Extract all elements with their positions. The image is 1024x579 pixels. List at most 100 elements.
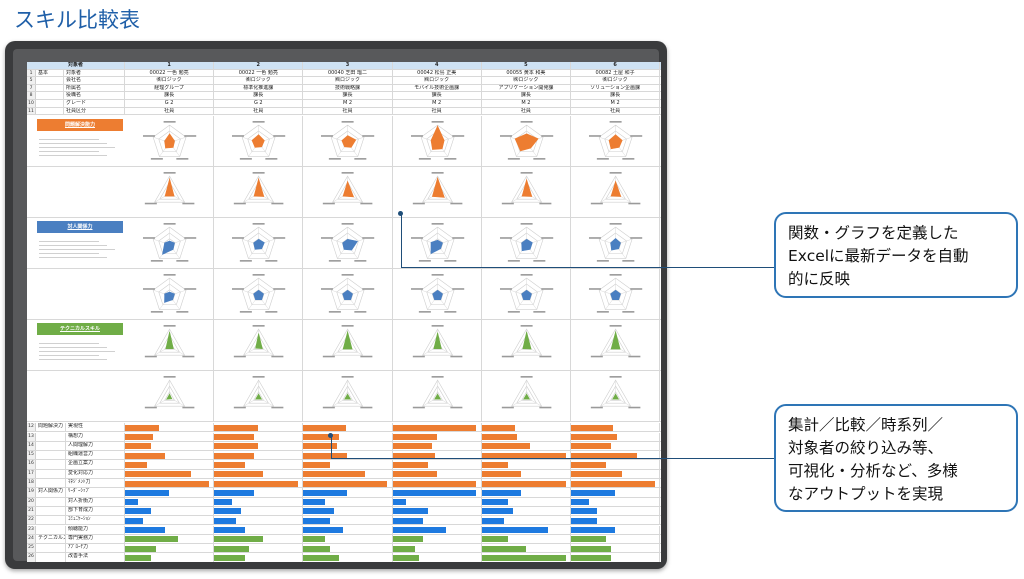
bar-cell[interactable] (214, 534, 304, 544)
category-header[interactable]: 問題解決能力 (37, 119, 123, 132)
bar-cell[interactable] (481, 423, 571, 432)
bar-cell[interactable] (392, 479, 482, 488)
bar-cell[interactable] (571, 516, 661, 525)
bar-cell[interactable] (481, 488, 571, 497)
table-cell[interactable]: 社員 (303, 107, 393, 115)
bar-cell[interactable] (125, 423, 215, 432)
bar-cell[interactable] (303, 441, 393, 451)
bar-cell[interactable] (214, 469, 304, 478)
bar-cell[interactable] (125, 525, 215, 534)
bar-cell[interactable] (125, 534, 215, 544)
bar-cell[interactable] (481, 460, 571, 469)
table-cell[interactable]: 00022 一色 勉亮 (214, 69, 304, 77)
bar-cell[interactable] (214, 553, 304, 562)
table-cell[interactable]: ㈱ロジック (482, 77, 571, 84)
bar-cell[interactable] (392, 460, 482, 469)
bar-cell[interactable] (392, 432, 482, 441)
bar-cell[interactable] (214, 441, 304, 451)
bar-cell[interactable] (392, 516, 482, 525)
table-cell[interactable]: アプリケーション開発課 (482, 84, 571, 92)
bar-cell[interactable] (481, 432, 571, 441)
bar-cell[interactable] (392, 525, 482, 534)
bar-cell[interactable] (303, 451, 393, 460)
table-cell[interactable]: 00022 一色 勉亮 (125, 69, 215, 77)
bar-cell[interactable] (303, 488, 393, 497)
table-cell[interactable]: ㈱ロジック (393, 77, 482, 84)
bar-cell[interactable] (571, 469, 661, 478)
table-cell[interactable]: 課長 (571, 92, 661, 99)
table-cell[interactable]: ㈱ロジック (214, 77, 304, 84)
bar-cell[interactable] (214, 516, 304, 525)
bar-cell[interactable] (392, 544, 482, 553)
bar-cell[interactable] (481, 516, 571, 525)
bar-cell[interactable] (392, 506, 482, 516)
table-cell[interactable]: M 2 (482, 100, 571, 107)
bar-cell[interactable] (214, 525, 304, 534)
bar-cell[interactable] (125, 516, 215, 525)
bar-cell[interactable] (481, 534, 571, 544)
bar-cell[interactable] (392, 451, 482, 460)
table-cell[interactable]: 技術戦略課 (303, 84, 393, 92)
bar-cell[interactable] (303, 525, 393, 534)
bar-cell[interactable] (303, 479, 393, 488)
table-cell[interactable]: ㈱ロジック (125, 77, 215, 84)
table-cell[interactable]: M 2 (393, 100, 482, 107)
table-cell[interactable]: 課長 (125, 92, 215, 99)
bar-cell[interactable] (125, 469, 215, 478)
bar-cell[interactable] (481, 497, 571, 506)
bar-cell[interactable] (303, 516, 393, 525)
table-cell[interactable]: G 2 (214, 100, 304, 107)
bar-cell[interactable] (303, 544, 393, 553)
table-cell[interactable]: 社員 (214, 107, 304, 115)
table-cell[interactable]: 経理グループ (125, 84, 215, 92)
bar-cell[interactable] (481, 506, 571, 516)
bar-cell[interactable] (571, 553, 661, 562)
bar-cell[interactable] (481, 553, 571, 562)
bar-cell[interactable] (571, 451, 661, 460)
bar-cell[interactable] (125, 451, 215, 460)
bar-cell[interactable] (571, 423, 661, 432)
bar-cell[interactable] (214, 488, 304, 497)
bar-cell[interactable] (392, 441, 482, 451)
table-cell[interactable]: 課長 (393, 92, 482, 99)
bar-cell[interactable] (303, 432, 393, 441)
bar-cell[interactable] (481, 479, 571, 488)
bar-cell[interactable] (125, 432, 215, 441)
category-header[interactable]: 対人関係力 (37, 221, 123, 234)
category-header[interactable]: テクニカルスキル (37, 323, 123, 336)
bar-cell[interactable] (392, 534, 482, 544)
bar-cell[interactable] (303, 553, 393, 562)
bar-cell[interactable] (481, 525, 571, 534)
table-cell[interactable]: G 2 (125, 100, 215, 107)
bar-cell[interactable] (214, 432, 304, 441)
table-cell[interactable]: 課長 (214, 92, 304, 99)
bar-cell[interactable] (125, 506, 215, 516)
bar-cell[interactable] (303, 460, 393, 469)
table-cell[interactable]: 00082 土屋 和子 (571, 69, 661, 77)
table-cell[interactable]: M 2 (571, 100, 661, 107)
bar-cell[interactable] (571, 460, 661, 469)
bar-cell[interactable] (392, 423, 482, 432)
table-cell[interactable]: ソリューション企画課 (571, 84, 661, 92)
bar-cell[interactable] (303, 497, 393, 506)
bar-cell[interactable] (481, 544, 571, 553)
bar-cell[interactable] (571, 488, 661, 497)
bar-cell[interactable] (303, 469, 393, 478)
bar-cell[interactable] (392, 488, 482, 497)
bar-cell[interactable] (571, 432, 661, 441)
bar-cell[interactable] (214, 497, 304, 506)
table-cell[interactable]: ㈱ロジック (571, 77, 661, 84)
bar-cell[interactable] (125, 479, 215, 488)
bar-cell[interactable] (571, 534, 661, 544)
bar-cell[interactable] (214, 506, 304, 516)
bar-cell[interactable] (571, 497, 661, 506)
bar-cell[interactable] (125, 497, 215, 506)
bar-cell[interactable] (214, 451, 304, 460)
bar-cell[interactable] (214, 479, 304, 488)
bar-cell[interactable] (125, 441, 215, 451)
table-cell[interactable]: 社員 (393, 107, 482, 115)
table-cell[interactable]: 00042 松島 正美 (393, 69, 482, 77)
bar-cell[interactable] (392, 553, 482, 562)
table-cell[interactable]: 社員 (125, 107, 215, 115)
bar-cell[interactable] (303, 506, 393, 516)
